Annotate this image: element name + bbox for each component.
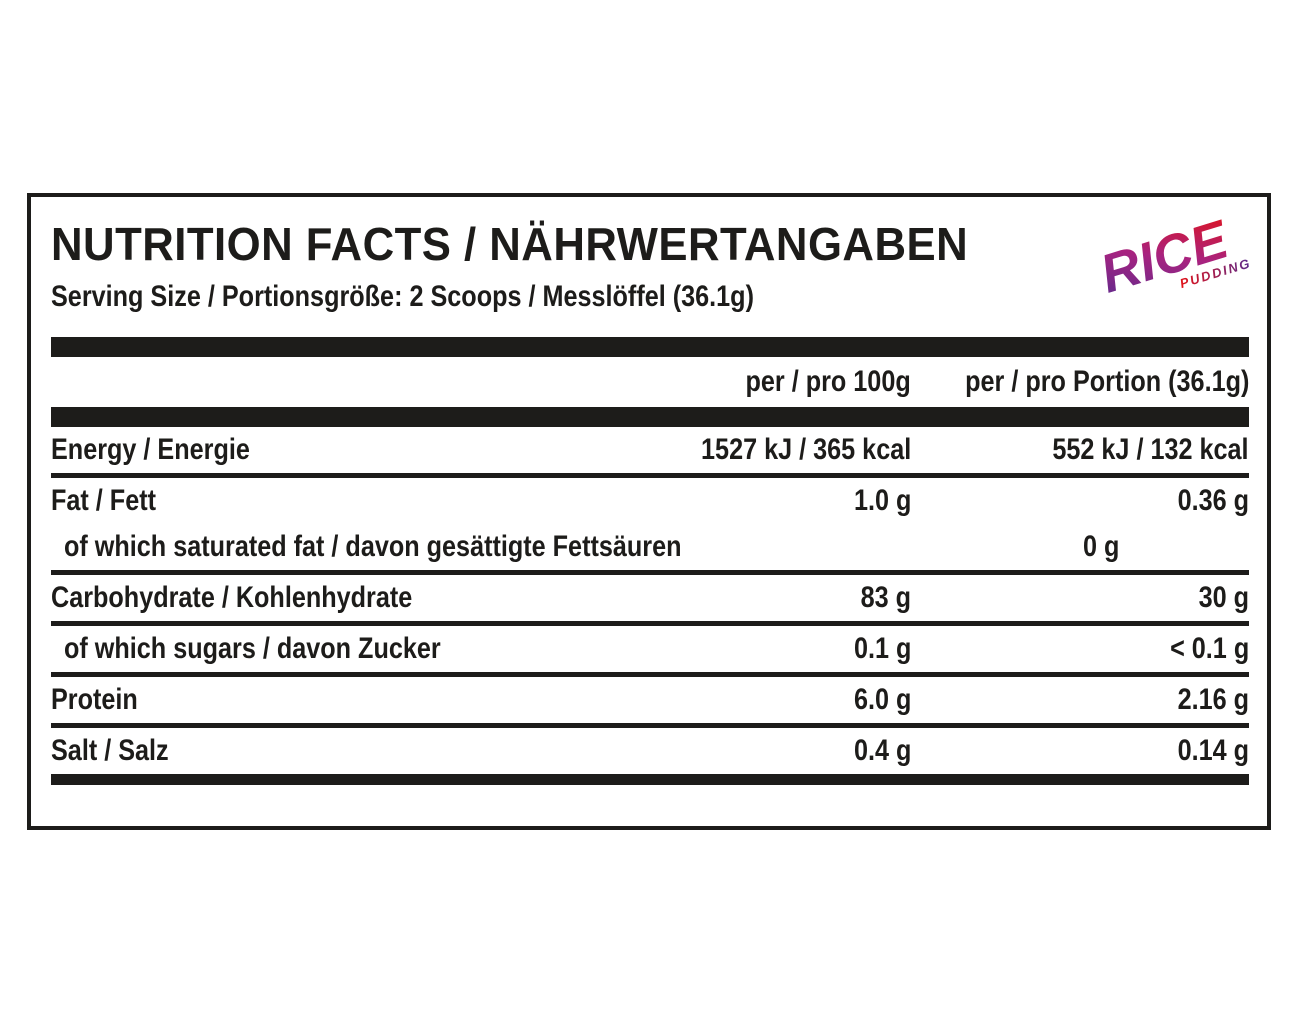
row-name: of which saturated fat / davon gesättigt… xyxy=(64,530,682,563)
row-per-portion: 30 g xyxy=(1198,581,1249,614)
row-name: Carbohydrate / Kohlenhydrate xyxy=(51,581,413,614)
row-per-portion: < 0.1 g xyxy=(1169,632,1249,665)
row-per-portion: 0 g xyxy=(1119,530,1300,564)
row-per-100g: 0 g xyxy=(1082,530,1120,563)
row-per-portion: 2.16 g xyxy=(1177,683,1249,716)
table-row-sugars: of which sugars / davon Zucker 0.1 g < 0… xyxy=(51,626,1249,672)
header-per-portion: per / pro Portion (36.1g) xyxy=(965,365,1250,398)
page-title: NUTRITION FACTS / NÄHRWERTANGABEN xyxy=(51,221,1249,267)
row-name: of which sugars / davon Zucker xyxy=(64,632,441,665)
divider-bar-bottom xyxy=(51,774,1249,785)
row-name: Protein xyxy=(51,683,138,716)
row-separator xyxy=(51,473,1249,478)
row-per-portion: 0.36 g xyxy=(1177,484,1249,517)
rice-pudding-logo-icon: RICE PUDDING xyxy=(1094,209,1253,305)
row-separator xyxy=(51,672,1249,677)
page-title-text: NUTRITION FACTS / NÄHRWERTANGABEN xyxy=(51,218,969,270)
row-name: Energy / Energie xyxy=(51,433,250,466)
row-per-100g: 1527 kJ / 365 kcal xyxy=(700,433,911,466)
header-per-100g: per / pro 100g xyxy=(745,365,911,398)
row-separator xyxy=(51,723,1249,728)
row-separator xyxy=(51,621,1249,626)
row-per-100g: 0.1 g xyxy=(853,632,911,665)
table-row-carbohydrate: Carbohydrate / Kohlenhydrate 83 g 30 g xyxy=(51,575,1249,621)
row-per-100g: 6.0 g xyxy=(853,683,911,716)
divider-bar-top xyxy=(51,337,1249,357)
table-row-fat: Fat / Fett 1.0 g 0.36 g xyxy=(51,478,1249,524)
serving-size-text: Serving Size / Portionsgröße: 2 Scoops /… xyxy=(51,280,754,313)
logo-word: RICE xyxy=(1094,209,1237,305)
row-separator xyxy=(51,570,1249,575)
row-name: Salt / Salz xyxy=(51,734,169,767)
row-per-portion: 552 kJ / 132 kcal xyxy=(1052,433,1249,466)
table-row-saturated-fat: of which saturated fat / davon gesättigt… xyxy=(51,524,1249,570)
serving-size-line: Serving Size / Portionsgröße: 2 Scoops /… xyxy=(51,279,1249,315)
row-per-100g: 1.0 g xyxy=(853,484,911,517)
table-header-row: per / pro 100g per / pro Portion (36.1g) xyxy=(51,357,1250,407)
row-per-100g: 0.4 g xyxy=(853,734,911,767)
row-per-100g: 83 g xyxy=(860,581,911,614)
table-row-energy: Energy / Energie 1527 kJ / 365 kcal 552 … xyxy=(51,427,1249,473)
table-row-protein: Protein 6.0 g 2.16 g xyxy=(51,677,1249,723)
divider-bar-header xyxy=(51,407,1249,427)
nutrition-label: NUTRITION FACTS / NÄHRWERTANGABEN Servin… xyxy=(27,193,1271,830)
row-per-portion: 0.14 g xyxy=(1177,734,1249,767)
table-row-salt: Salt / Salz 0.4 g 0.14 g xyxy=(51,728,1249,774)
row-name: Fat / Fett xyxy=(51,484,156,517)
